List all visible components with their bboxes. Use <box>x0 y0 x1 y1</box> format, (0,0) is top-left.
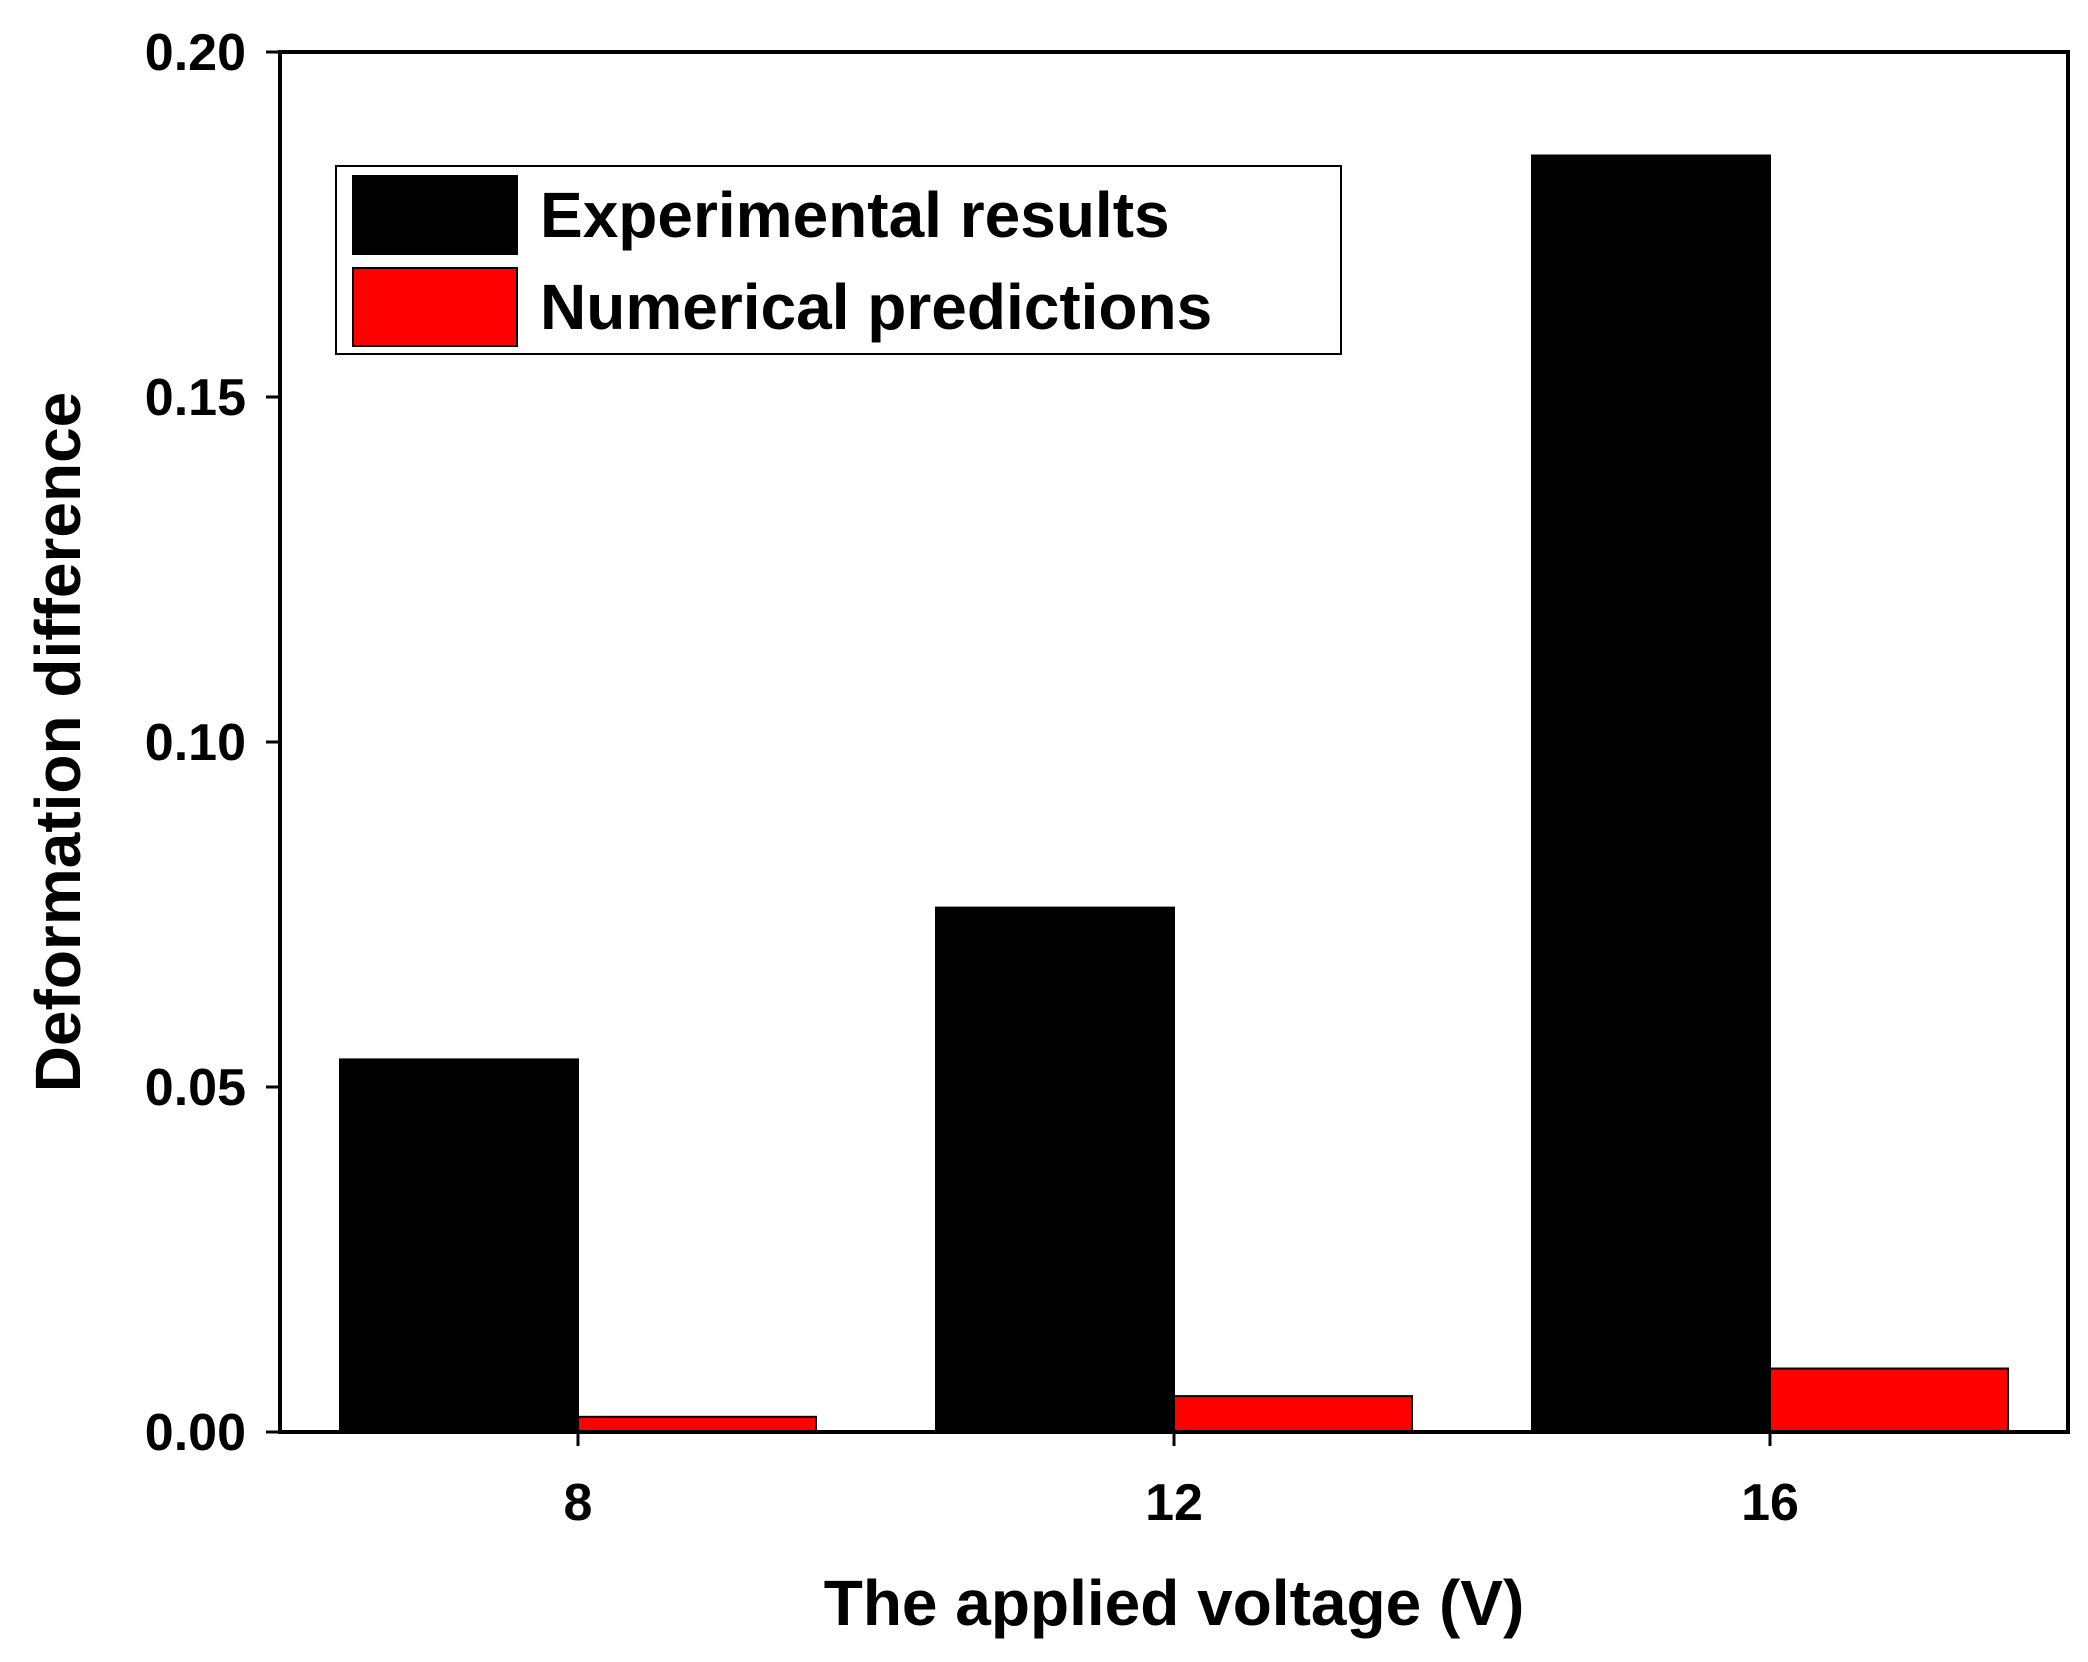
y-axis-title: Deformation difference <box>22 392 94 1093</box>
y-tick-label: 0.00 <box>145 1404 246 1462</box>
bar-experimental-16 <box>1531 154 1771 1433</box>
y-tick-label: 0.20 <box>145 24 246 82</box>
bar-numerical-8 <box>577 1415 817 1433</box>
y-tick-label: 0.10 <box>145 714 246 772</box>
y-axis: 0.00 0.05 0.10 0.15 0.20 <box>145 24 280 1462</box>
legend-swatch-numerical <box>352 267 518 347</box>
bars-group <box>339 154 2009 1434</box>
legend-swatch-experimental <box>352 175 518 255</box>
bar-experimental-12 <box>935 906 1175 1433</box>
legend-label-experimental: Experimental results <box>540 179 1170 251</box>
bar-experimental-8 <box>339 1058 579 1434</box>
y-tick-label: 0.05 <box>145 1059 246 1117</box>
y-tick-label: 0.15 <box>145 369 246 427</box>
x-axis: 8 12 16 <box>564 1432 1799 1532</box>
legend: Experimental results Numerical predictio… <box>335 165 1342 355</box>
x-axis-title: The applied voltage (V) <box>824 1567 1525 1639</box>
bar-numerical-16 <box>1769 1367 2009 1434</box>
x-tick-label: 8 <box>564 1474 593 1532</box>
legend-label-numerical: Numerical predictions <box>540 271 1212 343</box>
bar-numerical-12 <box>1173 1395 1413 1433</box>
x-tick-label: 16 <box>1741 1474 1799 1532</box>
x-tick-label: 12 <box>1145 1474 1203 1532</box>
